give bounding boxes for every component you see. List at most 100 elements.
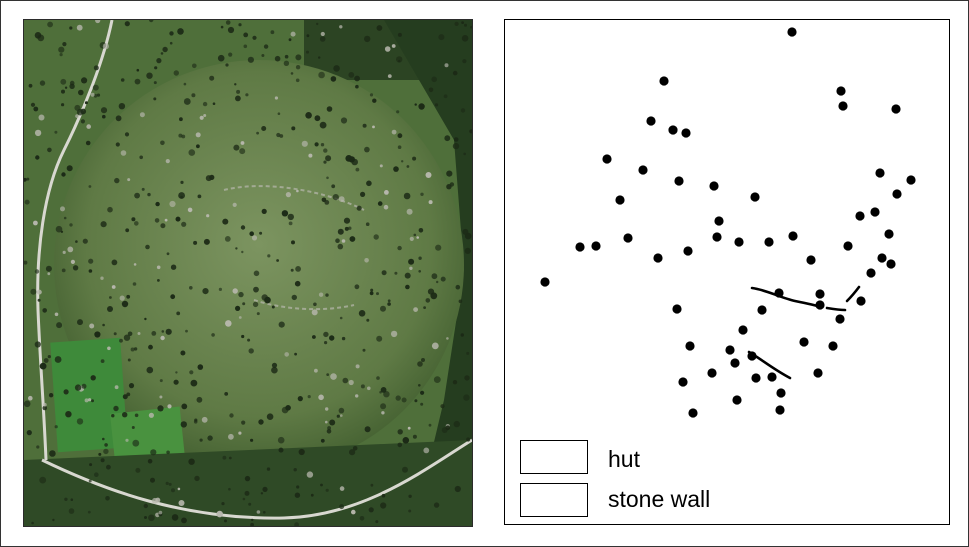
- tree: [24, 199, 30, 205]
- hut-marker: [751, 373, 761, 383]
- tree: [331, 184, 336, 189]
- tree: [376, 292, 379, 296]
- tree: [54, 425, 58, 429]
- tree: [369, 291, 374, 296]
- tree: [72, 265, 79, 271]
- tree: [89, 463, 93, 467]
- tree: [225, 20, 231, 25]
- tree: [360, 191, 366, 197]
- site-map: hut stone wall: [504, 19, 950, 525]
- hut-marker: [836, 86, 846, 96]
- tree: [393, 166, 399, 172]
- tree: [314, 368, 318, 373]
- tree: [161, 330, 165, 333]
- tree: [120, 150, 127, 156]
- tree: [431, 342, 439, 350]
- tree: [85, 140, 91, 146]
- tree: [188, 149, 196, 156]
- tree: [266, 467, 271, 471]
- tree: [100, 276, 104, 280]
- tree: [180, 180, 184, 184]
- tree: [462, 228, 469, 235]
- tree: [194, 475, 200, 482]
- tree: [416, 236, 420, 239]
- tree: [312, 335, 316, 339]
- hut-marker: [659, 76, 669, 86]
- hut-marker: [615, 195, 625, 205]
- tree: [249, 231, 254, 236]
- tree: [93, 65, 99, 71]
- tree: [295, 65, 301, 70]
- tree: [203, 238, 210, 245]
- tree: [290, 268, 294, 272]
- tree: [256, 510, 261, 514]
- hut-marker: [892, 189, 902, 199]
- tree: [111, 285, 116, 289]
- tree: [160, 223, 166, 229]
- stone-wall-markers: [747, 285, 861, 380]
- tree: [197, 194, 202, 199]
- tree: [464, 375, 470, 381]
- tree: [469, 129, 472, 134]
- tree: [69, 80, 75, 86]
- tree: [203, 114, 207, 117]
- tree: [277, 436, 285, 444]
- tree: [61, 103, 65, 107]
- tree: [436, 280, 439, 284]
- tree: [355, 84, 359, 89]
- tree: [82, 238, 88, 244]
- tree: [122, 412, 128, 418]
- hut-marker: [638, 165, 648, 175]
- tree: [364, 35, 371, 43]
- tree: [325, 155, 332, 162]
- tree: [297, 396, 303, 402]
- tree: [380, 403, 387, 410]
- tree: [131, 426, 135, 429]
- tree: [463, 152, 467, 156]
- hut-marker: [843, 241, 853, 251]
- tree: [130, 347, 135, 352]
- tree: [454, 485, 461, 493]
- tree: [348, 72, 355, 78]
- hut-marker: [681, 128, 691, 138]
- tree: [420, 192, 424, 196]
- tree: [28, 83, 33, 88]
- tree: [294, 492, 301, 498]
- tree: [191, 93, 196, 98]
- tree: [243, 32, 249, 38]
- tree: [235, 247, 238, 250]
- tree: [263, 511, 266, 514]
- hut-marker: [674, 176, 684, 186]
- tree: [425, 298, 431, 303]
- legend-stone-wall-box: [520, 483, 588, 517]
- tree: [238, 23, 242, 27]
- tree: [55, 225, 63, 233]
- tree: [102, 437, 105, 441]
- tree: [295, 266, 301, 272]
- tree: [26, 177, 30, 181]
- tree: [228, 456, 232, 460]
- tree: [64, 86, 68, 89]
- tree: [155, 201, 160, 207]
- tree: [100, 359, 105, 363]
- tree: [340, 414, 343, 417]
- tree: [288, 221, 293, 226]
- tree: [217, 54, 225, 62]
- hut-marker: [767, 372, 777, 382]
- tree: [178, 133, 183, 138]
- tree: [160, 140, 165, 146]
- tree: [233, 144, 240, 151]
- tree: [70, 498, 74, 502]
- tree: [187, 207, 193, 213]
- tree: [206, 214, 210, 218]
- tree: [114, 385, 119, 390]
- tree: [281, 210, 289, 217]
- tree: [63, 216, 67, 220]
- tree: [326, 373, 330, 376]
- tree: [157, 279, 160, 282]
- tree: [462, 59, 467, 64]
- stone-wall-segment: [825, 306, 847, 312]
- tree: [252, 301, 259, 308]
- tree: [298, 448, 305, 456]
- tree: [247, 56, 254, 63]
